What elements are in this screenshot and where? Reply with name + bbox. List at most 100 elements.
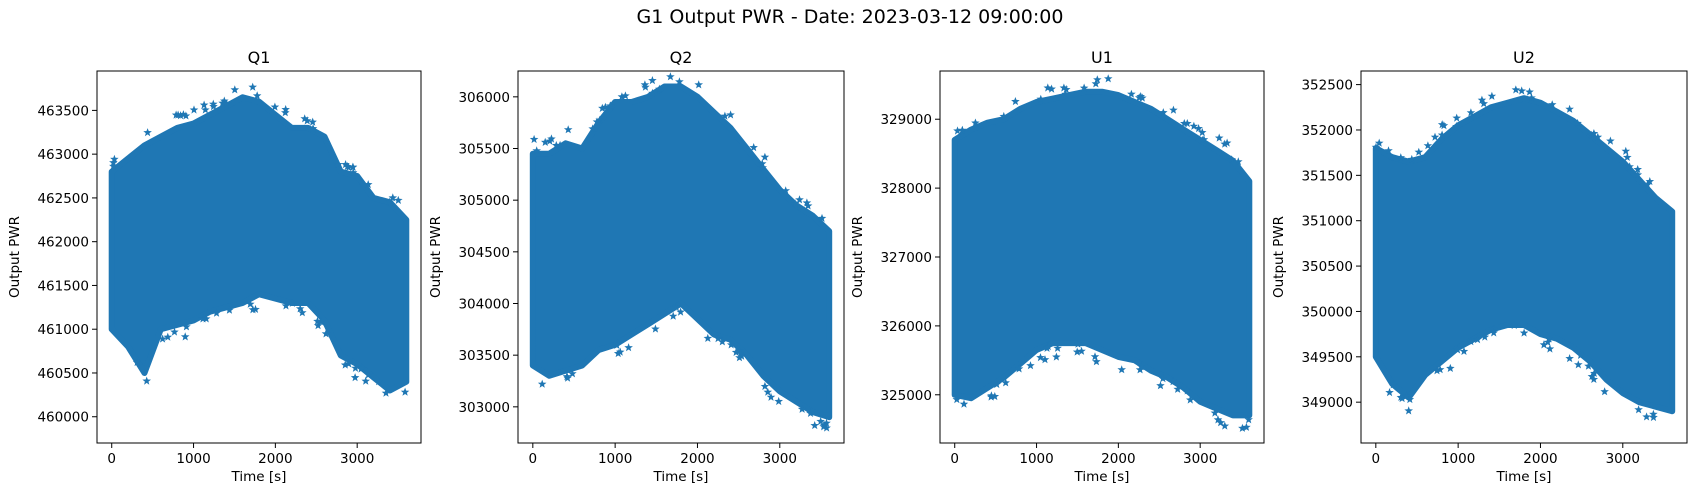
- scatter-point: [308, 124, 318, 133]
- scatter-point: [143, 128, 152, 137]
- scatter-point: [1073, 339, 1083, 348]
- scatter-point: [1545, 344, 1555, 353]
- scatter-point: [1574, 360, 1583, 369]
- scatter-point: [1452, 113, 1461, 122]
- scatter-point: [1001, 378, 1010, 387]
- scatter-point: [1430, 132, 1440, 141]
- scatter-point: [1079, 83, 1089, 92]
- scatter-point: [343, 162, 352, 171]
- scatter-point: [1135, 365, 1145, 374]
- y-tick-label: 328000: [880, 181, 932, 197]
- scatter-point: [302, 116, 312, 125]
- y-tick-label: 349000: [1301, 395, 1353, 411]
- scatter-point: [552, 141, 561, 150]
- scatter-point: [1625, 162, 1634, 171]
- scatter-point: [757, 159, 767, 168]
- scatter-point: [132, 358, 142, 367]
- scatter-point: [1186, 395, 1195, 404]
- scatter-point: [1138, 93, 1147, 102]
- y-tick-label: 352500: [1301, 78, 1353, 94]
- scatter-point: [1642, 412, 1651, 421]
- x-axis-label: Time [s]: [653, 469, 709, 485]
- scatter-points: [109, 82, 410, 397]
- scatter-point: [763, 387, 772, 396]
- scatter-point: [1466, 108, 1476, 117]
- scatter-point: [1573, 118, 1582, 127]
- scatter-point: [1059, 83, 1069, 92]
- scatter-point: [532, 146, 541, 155]
- y-axis-label: Output PWR: [850, 216, 866, 298]
- subplot-title: Q2: [670, 48, 693, 67]
- scatter-point: [1423, 141, 1433, 150]
- scatter-point: [1437, 130, 1447, 139]
- scatter-point: [313, 321, 323, 330]
- scatter-point: [246, 299, 255, 308]
- scatter-point: [1487, 91, 1497, 100]
- scatter-point: [1194, 124, 1203, 133]
- scatter-point: [953, 126, 962, 135]
- scatter-point: [394, 195, 403, 204]
- scatter-points: [952, 74, 1253, 432]
- y-tick-label: 329000: [880, 112, 932, 128]
- scatter-point: [1590, 368, 1599, 377]
- y-axis-label: Output PWR: [1271, 216, 1287, 298]
- scatter-point: [1584, 361, 1593, 370]
- scatter-point: [1199, 135, 1209, 144]
- scatter-point: [1452, 122, 1461, 131]
- scatter-point: [218, 98, 227, 107]
- scatter-point: [1477, 95, 1487, 104]
- scatter-point: [1156, 381, 1165, 390]
- x-tick-label: 3000: [1606, 451, 1640, 467]
- scatter-point: [1036, 94, 1045, 103]
- scatter-point: [1407, 154, 1417, 163]
- scatter-point: [334, 160, 343, 169]
- y-tick-label: 304000: [458, 297, 510, 313]
- scatter-point: [1090, 352, 1100, 361]
- y-tick-label: 460000: [37, 410, 89, 426]
- scatter-point: [1645, 177, 1655, 186]
- scatter-point: [142, 376, 151, 385]
- scatter-point: [547, 134, 556, 143]
- scatter-point: [1489, 328, 1498, 337]
- subplot-q2: 0 1000 2000 3000 303000 303500 304000 304500 305…: [428, 48, 845, 485]
- scatter-point: [563, 125, 573, 134]
- scatter-point: [300, 114, 309, 123]
- scatter-point: [181, 111, 191, 120]
- scatter-point: [615, 347, 625, 356]
- scatter-point: [364, 370, 373, 379]
- x-tick-label: 1000: [598, 451, 632, 467]
- scatter-point: [992, 379, 1001, 389]
- scatter-point: [1043, 83, 1053, 92]
- y-tick-label: 303000: [458, 400, 510, 416]
- scatter-point: [1576, 350, 1585, 359]
- axes-frame: [96, 70, 422, 444]
- scatter-point: [1396, 392, 1406, 401]
- scatter-point: [1220, 421, 1230, 430]
- x-tick-label: 3000: [763, 451, 797, 467]
- scatter-point: [1091, 79, 1101, 88]
- scatter-point: [230, 85, 240, 94]
- scatter-point: [1136, 362, 1146, 371]
- scatter-point: [720, 111, 730, 120]
- x-tick-label: 3000: [340, 451, 374, 467]
- scatter-point: [298, 308, 307, 317]
- scatter-point: [1435, 365, 1445, 374]
- scatter-point: [316, 317, 326, 326]
- scatter-point: [1544, 334, 1554, 343]
- scatter-point: [588, 124, 597, 133]
- scatter-point: [400, 387, 410, 396]
- x-tick-label: 1000: [176, 451, 210, 467]
- scatter-point: [1183, 386, 1192, 395]
- scatter-point: [1517, 86, 1526, 95]
- y-tick-label: 306000: [458, 90, 510, 106]
- y-tick-label: 304500: [458, 245, 510, 261]
- scatter-point: [726, 340, 736, 349]
- scatter-point: [251, 304, 260, 313]
- y-tick-label: 463500: [37, 103, 89, 119]
- y-tick-label: 305000: [458, 193, 510, 209]
- scatter-point: [1593, 132, 1603, 141]
- scatter-point: [308, 117, 317, 126]
- scatter-point: [1600, 387, 1609, 396]
- scatter-point: [731, 347, 741, 356]
- scatter-point: [163, 332, 173, 341]
